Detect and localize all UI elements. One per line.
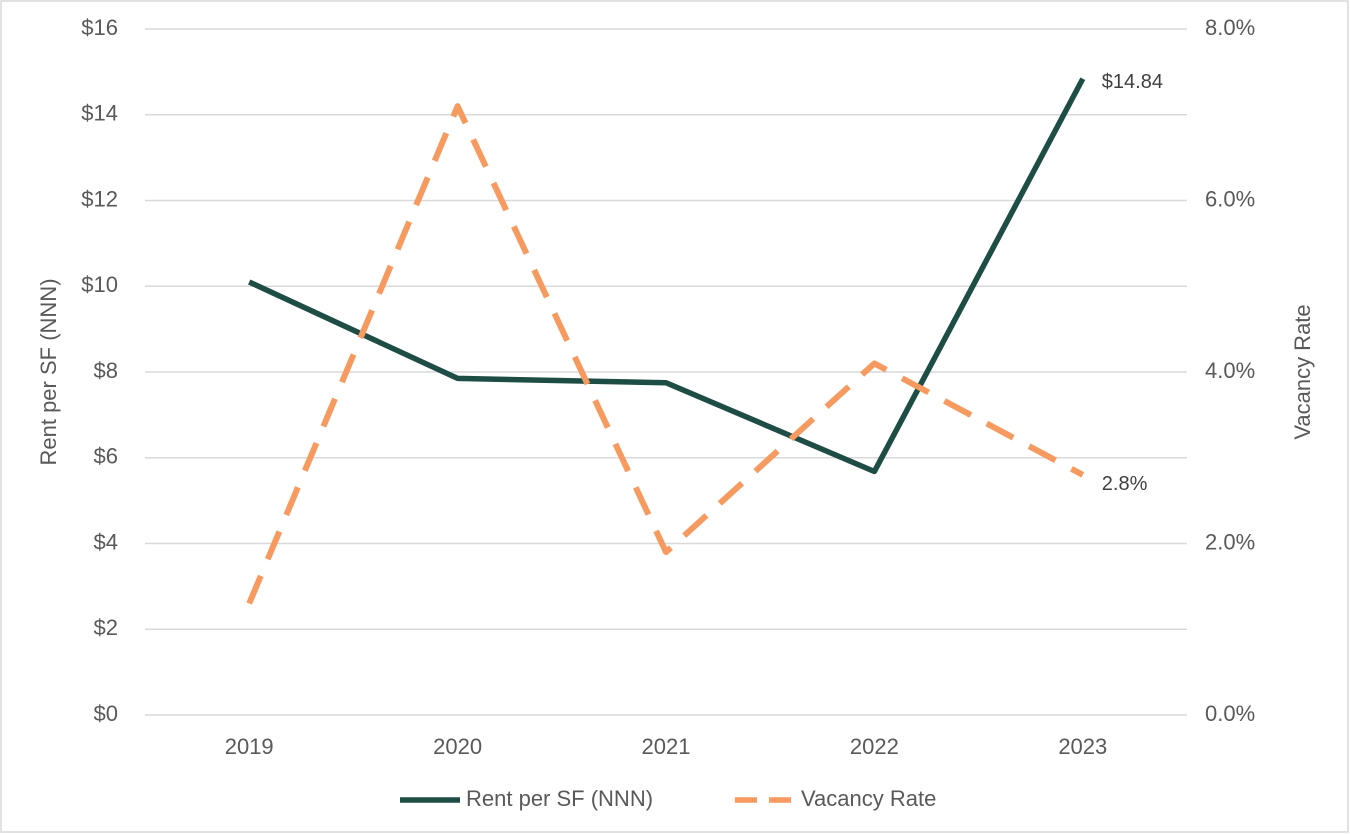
legend-label: Vacancy Rate [801,786,936,811]
y-tick-label: $16 [81,15,118,40]
y-tick-label: $14 [81,101,118,126]
y-tick-label: $8 [94,358,118,383]
y2-tick-label: 8.0% [1205,15,1255,40]
y-tick-label: $4 [94,529,118,554]
y2-tick-label: 6.0% [1205,186,1255,211]
y2-tick-label: 4.0% [1205,358,1255,383]
x-tick-label: 2020 [433,734,482,759]
y2-tick-label: 0.0% [1205,701,1255,726]
y-tick-label: $6 [94,444,118,469]
data-label: 2.8% [1102,473,1148,495]
y-tick-label: $0 [94,701,118,726]
y2-axis-label: Vacancy Rate [1290,304,1315,439]
y-tick-label: $10 [81,272,118,297]
y-tick-label: $2 [94,615,118,640]
legend-label: Rent per SF (NNN) [466,786,653,811]
data-label: $14.84 [1102,71,1163,93]
x-tick-label: 2022 [850,734,899,759]
x-tick-label: 2019 [225,734,274,759]
series-line [248,77,1086,475]
y-axis-label: Rent per SF (NNN) [36,278,61,465]
x-tick-label: 2023 [1058,734,1107,759]
y-tick-label: $12 [81,186,118,211]
y2-tick-label: 2.0% [1205,529,1255,554]
series-line [246,103,1085,605]
x-tick-label: 2021 [642,734,691,759]
